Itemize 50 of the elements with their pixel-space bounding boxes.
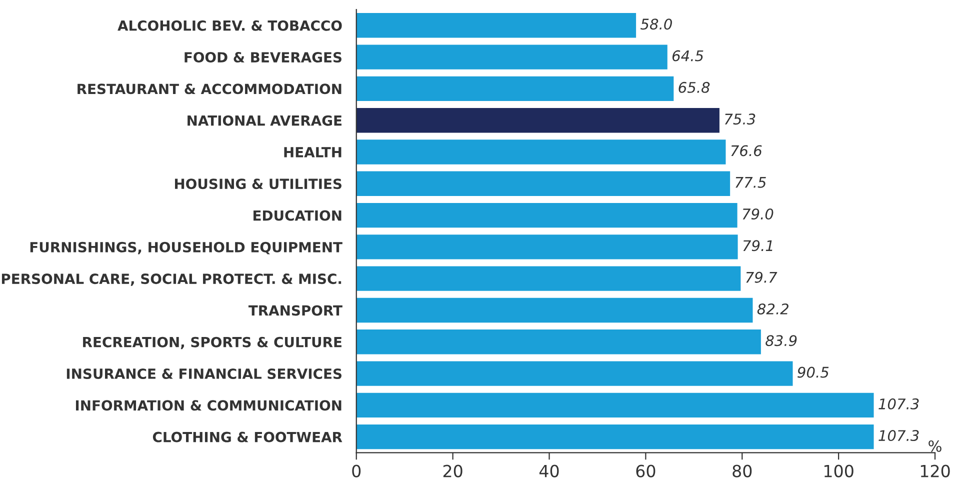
y-tick-label: NATIONAL AVERAGE — [188, 115, 342, 126]
data-label: 79.0 — [742, 208, 774, 220]
bar — [356, 234, 738, 260]
y-tick-label: EDUCATION — [254, 210, 342, 221]
bar — [356, 76, 674, 102]
x-tick-label: 60 — [636, 464, 656, 478]
data-label: 107.3 — [878, 430, 919, 442]
y-tick-label: RESTAURANT & ACCOMMODATION — [78, 84, 342, 94]
y-tick-label: HEALTH — [284, 147, 342, 158]
bar — [356, 171, 730, 196]
data-label: 64.5 — [672, 50, 704, 62]
data-label: 83.9 — [766, 335, 797, 346]
y-tick-label: RECREATION, SPORTS & CULTURE — [83, 336, 342, 350]
data-label: 76.6 — [731, 145, 762, 156]
y-tick-label: TRANSPORT — [248, 305, 342, 316]
data-label: 79.1 — [743, 240, 772, 252]
x-tick-label: 120 — [920, 464, 950, 478]
data-label: 77.5 — [736, 177, 766, 188]
bar — [356, 266, 741, 291]
y-tick-label: ALCOHOLIC BEV. & TOBACCO — [118, 20, 342, 31]
bar — [356, 140, 726, 164]
bar — [356, 392, 874, 418]
bar — [356, 298, 753, 323]
y-tick-label: FOOD & BEVERAGES — [184, 52, 342, 63]
data-label: 90.5 — [798, 366, 829, 378]
data-label: 79.7 — [746, 272, 778, 283]
y-tick-label: INSURANCE & FINANCIAL SERVICES — [66, 368, 342, 380]
bar — [356, 361, 793, 386]
x-tick-label: 80 — [732, 464, 752, 478]
x-tick-label: 40 — [539, 464, 559, 478]
bar — [356, 108, 720, 133]
y-tick-label: CLOTHING & FOOTWEAR — [152, 432, 342, 442]
bar — [356, 13, 636, 38]
x-tick-label: 0 — [352, 464, 361, 478]
x-axis-title: % — [928, 440, 942, 452]
data-label: 107.3 — [878, 398, 919, 410]
x-tick-label: 100 — [824, 464, 854, 478]
bar — [356, 44, 668, 70]
bar — [356, 424, 874, 450]
data-label: 58.0 — [640, 18, 672, 30]
bar — [356, 330, 761, 354]
bar — [356, 202, 738, 228]
data-label: 82.2 — [757, 303, 788, 314]
x-tick-label: 20 — [443, 464, 462, 478]
y-tick-label: PERSONAL CARE, SOCIAL PROTECT. & MISC. — [2, 274, 342, 286]
data-label: 65.8 — [678, 82, 710, 93]
y-tick-label: HOUSING & UTILITIES — [175, 178, 342, 190]
y-tick-label: FURNISHINGS, HOUSEHOLD EQUIPMENT — [30, 242, 342, 254]
y-tick-label: INFORMATION & COMMUNICATION — [76, 400, 342, 411]
data-label: 75.3 — [724, 114, 756, 125]
